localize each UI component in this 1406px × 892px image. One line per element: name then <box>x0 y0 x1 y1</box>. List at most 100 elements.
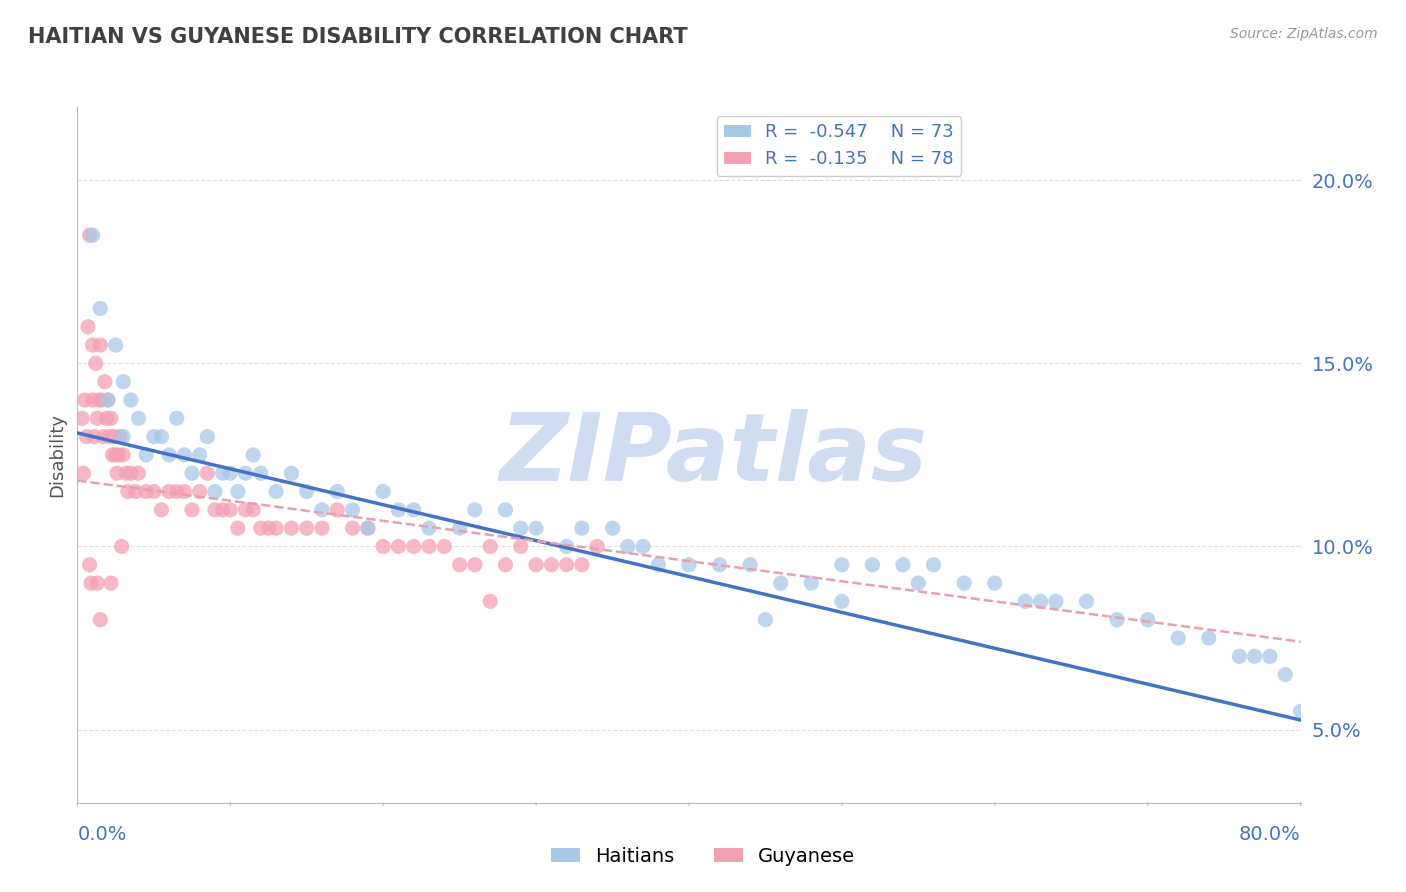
Point <box>449 521 471 535</box>
Point <box>108 429 131 443</box>
Point <box>89 613 111 627</box>
Point <box>862 558 884 572</box>
Point <box>647 558 669 572</box>
Point <box>157 448 180 462</box>
Point <box>96 411 118 425</box>
Point <box>631 540 654 554</box>
Point <box>70 411 93 425</box>
Point <box>953 576 976 591</box>
Point <box>1029 594 1052 608</box>
Point <box>86 576 108 591</box>
Point <box>602 521 624 535</box>
Point <box>173 448 195 462</box>
Point <box>1167 631 1189 645</box>
Point <box>509 540 531 554</box>
Point <box>226 521 249 535</box>
Point <box>371 540 394 554</box>
Point <box>82 338 104 352</box>
Point <box>76 429 98 443</box>
Point <box>86 411 108 425</box>
Point <box>555 558 578 572</box>
Point <box>907 576 929 591</box>
Point <box>97 392 120 407</box>
Point <box>754 613 776 627</box>
Point <box>800 576 823 591</box>
Point <box>100 411 122 425</box>
Point <box>112 448 135 462</box>
Point <box>831 558 853 572</box>
Point <box>342 521 364 535</box>
Point <box>1289 704 1312 718</box>
Point <box>84 356 107 370</box>
Point <box>740 558 762 572</box>
Point <box>82 392 104 407</box>
Text: ZIPatlas: ZIPatlas <box>499 409 928 501</box>
Point <box>188 448 211 462</box>
Point <box>264 484 287 499</box>
Point <box>104 448 127 462</box>
Point <box>117 484 139 499</box>
Point <box>479 540 502 554</box>
Point <box>82 228 104 243</box>
Point <box>103 429 125 443</box>
Point <box>120 467 142 481</box>
Legend: R =  -0.547    N = 73, R =  -0.135    N = 78: R = -0.547 N = 73, R = -0.135 N = 78 <box>717 116 962 176</box>
Point <box>89 301 111 316</box>
Point <box>104 338 127 352</box>
Point <box>387 503 409 517</box>
Point <box>571 521 593 535</box>
Point <box>709 558 731 572</box>
Point <box>142 429 165 443</box>
Text: HAITIAN VS GUYANESE DISABILITY CORRELATION CHART: HAITIAN VS GUYANESE DISABILITY CORRELATI… <box>28 27 688 46</box>
Point <box>124 484 146 499</box>
Point <box>72 467 94 481</box>
Point <box>509 521 531 535</box>
Point <box>326 484 349 499</box>
Point <box>166 411 188 425</box>
Text: Source: ZipAtlas.com: Source: ZipAtlas.com <box>1230 27 1378 41</box>
Point <box>219 503 242 517</box>
Point <box>181 467 204 481</box>
Point <box>555 540 578 554</box>
Legend: Haitians, Guyanese: Haitians, Guyanese <box>543 838 863 873</box>
Point <box>311 521 333 535</box>
Point <box>357 521 380 535</box>
Point <box>204 503 226 517</box>
Point <box>97 392 120 407</box>
Point <box>77 319 100 334</box>
Point <box>357 521 380 535</box>
Point <box>107 448 129 462</box>
Point <box>387 540 409 554</box>
Point <box>73 392 96 407</box>
Point <box>79 558 101 572</box>
Point <box>80 576 103 591</box>
Point <box>91 429 114 443</box>
Point <box>295 484 318 499</box>
Point <box>87 392 110 407</box>
Point <box>195 467 218 481</box>
Text: 80.0%: 80.0% <box>1239 825 1301 844</box>
Point <box>418 540 440 554</box>
Point <box>112 375 135 389</box>
Point <box>111 540 134 554</box>
Point <box>235 503 257 517</box>
Point <box>371 484 394 499</box>
Point <box>105 467 128 481</box>
Point <box>94 375 117 389</box>
Point <box>250 467 273 481</box>
Point <box>831 594 853 608</box>
Point <box>678 558 700 572</box>
Point <box>571 558 593 572</box>
Point <box>204 484 226 499</box>
Point <box>1136 613 1159 627</box>
Point <box>219 467 242 481</box>
Point <box>586 540 609 554</box>
Text: 0.0%: 0.0% <box>77 825 127 844</box>
Point <box>402 503 425 517</box>
Point <box>984 576 1007 591</box>
Point <box>101 448 124 462</box>
Point <box>1198 631 1220 645</box>
Point <box>127 411 149 425</box>
Point <box>157 484 180 499</box>
Point <box>1076 594 1098 608</box>
